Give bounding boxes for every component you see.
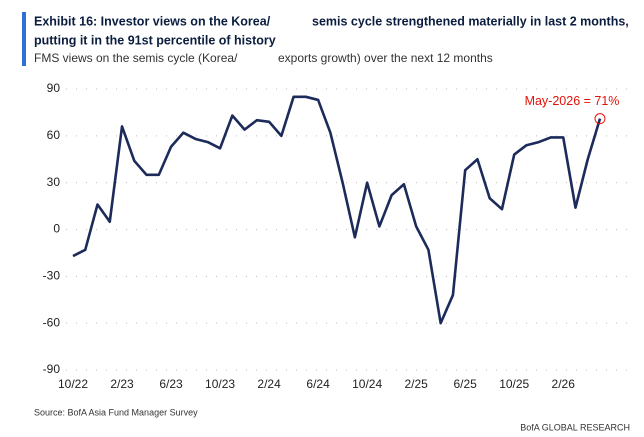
x-tick-label: 10/24 [352, 377, 382, 391]
chart-subtitle: FMS views on the semis cycle (Korea/ [34, 51, 238, 65]
y-tick-label: -90 [43, 362, 61, 376]
brand: BofA GLOBAL RESEARCH [520, 422, 630, 432]
y-tick-label: 30 [47, 175, 61, 189]
line-series [72, 95, 602, 325]
x-tick-label: 10/23 [205, 377, 235, 391]
x-tick-label: 6/25 [454, 377, 478, 391]
chart-subtitle: exports growth) over the next 12 months [278, 51, 493, 65]
y-tick-label: 90 [47, 81, 61, 95]
source: Source: BofA Asia Fund Manager Survey [34, 407, 198, 417]
x-tick-label: 10/22 [58, 377, 88, 391]
chart-title: semis cycle strengthened materially in l… [312, 14, 629, 28]
y-tick-label: -60 [43, 315, 61, 329]
title-accent [22, 12, 26, 66]
x-tick-label: 2/23 [110, 377, 134, 391]
x-tick-label: 2/24 [257, 377, 281, 391]
y-tick-label: 60 [47, 128, 61, 142]
y-tick-label: -30 [43, 269, 61, 283]
x-tick-label: 2/25 [404, 377, 428, 391]
chart-title: putting it in the 91st percentile of his… [34, 33, 276, 47]
highlight-marker [594, 113, 606, 125]
y-tick-label: 0 [53, 222, 60, 236]
chart-title: Exhibit 16: Investor views on the Korea/ [34, 14, 271, 28]
annotation: May-2026 = 71% [525, 94, 620, 108]
x-tick-label: 6/23 [159, 377, 183, 391]
x-tick-label: 6/24 [306, 377, 330, 391]
x-tick-label: 2/26 [552, 377, 576, 391]
x-tick-label: 10/25 [499, 377, 529, 391]
